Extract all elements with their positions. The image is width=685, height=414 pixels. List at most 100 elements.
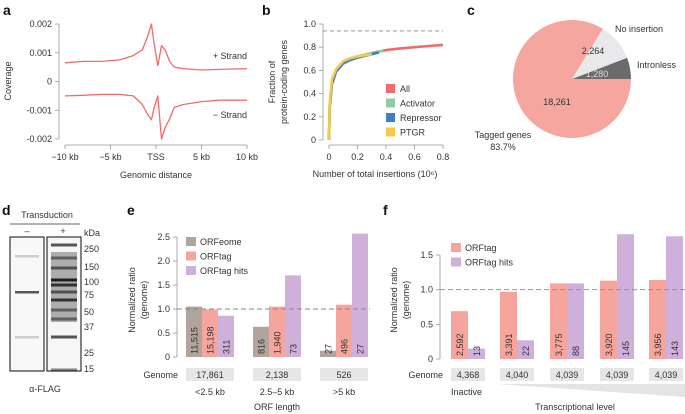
line-ptgr <box>327 52 373 141</box>
legend-label: ORFtag <box>200 252 232 262</box>
panel-label-e: e <box>127 202 135 218</box>
legend-label: Activator <box>400 99 435 109</box>
band <box>51 266 77 270</box>
bar-orftag <box>500 291 517 359</box>
bar-orftag <box>600 280 617 359</box>
band <box>51 317 77 321</box>
marker-label: 250 <box>84 244 99 254</box>
blot-header: Transduction <box>21 210 73 220</box>
bar-count-label: 27 <box>356 344 366 354</box>
y-tick-label: 0.5 <box>420 319 433 329</box>
slice-value-no-insertion: 2,264 <box>582 46 605 56</box>
legend-label: ORFtag hits <box>465 258 514 268</box>
genome-count: 4,368 <box>457 370 480 380</box>
x-tick-label: 0 <box>326 152 331 162</box>
legend-swatch <box>186 251 196 261</box>
pie-slice-no-insertion <box>572 28 628 79</box>
bar-count-label: 3,920 <box>604 333 614 356</box>
y-tick-label: 0.6 <box>303 65 316 75</box>
panel-b-saturation-chart: 0 0.2 0.4 0.6 0.8 1.0 0 0.2 0.4 0.6 0.8 All Activato… <box>267 19 449 179</box>
slice-value-tagged: 18,261 <box>543 97 571 107</box>
y-axis-title-line2: protein-coding genes <box>279 39 289 124</box>
bar-count-label: 15,198 <box>206 326 216 354</box>
panel-c-pie-chart: 1,280 2,264 18,261 No insertion Intronless Ta… <box>475 19 677 152</box>
y-tick-label: 0.001 <box>29 48 52 58</box>
y-tick-label: 0 <box>47 77 52 87</box>
line-plus-strand <box>64 23 248 71</box>
bar-orftag-hits <box>666 236 683 359</box>
bar-orftag-hits <box>617 234 634 359</box>
x-tick-label: 0.2 <box>351 152 364 162</box>
x-tick-label: 0.4 <box>380 152 393 162</box>
bar-count-label: 143 <box>670 341 680 356</box>
y-tick-label: 1.0 <box>157 304 170 314</box>
genome-count-box <box>649 368 683 381</box>
legend-label: All <box>400 84 410 94</box>
panel-label-f: f <box>383 202 388 218</box>
genome-count-box <box>186 368 234 381</box>
y-tick-label: 0.5 <box>157 328 170 338</box>
marker-label: 100 <box>84 277 99 287</box>
transcriptional-level-wedge <box>497 384 685 397</box>
x-tick-label: −10 kb <box>51 152 78 162</box>
bar-count-label: 816 <box>257 339 267 354</box>
bar-orftag-hits <box>285 275 301 357</box>
line-minus-strand <box>64 93 247 140</box>
bar-count-label: 145 <box>621 341 631 356</box>
y-tick-label: 1.5 <box>420 250 433 260</box>
y-axis-title-line1: Normalized ratio <box>389 267 399 333</box>
line-activator <box>327 49 384 141</box>
y-tick-label: 0 <box>165 352 170 362</box>
category-label: >5 kb <box>333 387 355 397</box>
slice-name-intronless: Intronless <box>637 60 677 70</box>
band <box>15 291 39 294</box>
legend-label: ORFtag hits <box>200 266 249 276</box>
pie-slice-intronless <box>572 57 631 79</box>
y-tick-label: 0.4 <box>303 89 316 99</box>
category-label: Inactive <box>451 387 482 397</box>
antibody-label: α-FLAG <box>29 384 61 394</box>
legend-swatch <box>186 237 196 246</box>
panel-d-western-blot: Transduction – + kDa 250 150 100 75 50 37 25 15 α-FL… <box>9 210 100 394</box>
bar-orfeome <box>253 326 269 357</box>
bar-count-label: 1,940 <box>273 331 283 354</box>
genome-count-box <box>500 368 534 381</box>
bar-count-label: 496 <box>340 339 350 354</box>
bar-orftag <box>649 279 666 359</box>
y-tick-label: 2.5 <box>157 232 170 242</box>
bar-orftag <box>202 309 218 357</box>
x-tick-label: 5 kb <box>193 152 210 162</box>
panel-a-coverage-chart: 0.002 0.001 0 -0.001 -0.002 −10 kb −5 kb TSS 5 k… <box>3 19 258 180</box>
band <box>51 243 77 247</box>
bar-orftag <box>269 306 285 357</box>
slice-value-intronless: 1,280 <box>586 69 609 79</box>
line-repressor <box>327 51 380 141</box>
y-tick-label: 0 <box>311 135 316 145</box>
marker-label: 150 <box>84 262 99 272</box>
marker-label: 50 <box>84 307 94 317</box>
y-tick-label: 0.002 <box>29 19 52 29</box>
x-axis-title: Transcriptional level <box>535 402 615 412</box>
panel-label-d: d <box>2 202 11 218</box>
bar-orftag <box>550 283 567 359</box>
bar-orftag-hits <box>567 283 584 359</box>
pie-slice-tagged-genes <box>512 19 631 138</box>
legend-swatch <box>186 266 196 275</box>
y-tick-label: -0.002 <box>26 134 52 144</box>
category-label: 2.5–5 kb <box>260 387 295 397</box>
legend-swatch <box>451 257 461 267</box>
legend-swatch <box>451 243 461 252</box>
genome-count: 4,040 <box>506 370 529 380</box>
slice-name-no-insertion: No insertion <box>615 24 663 34</box>
band <box>51 298 77 302</box>
bar-orftag <box>451 311 468 359</box>
bar-count-label: 3,391 <box>504 333 514 356</box>
genome-count-box <box>253 368 301 381</box>
genome-row-label: Genome <box>143 370 178 380</box>
y-tick-label: 1.0 <box>420 285 433 295</box>
y-tick-label: 2.0 <box>157 256 170 266</box>
y-axis-title-line1: Fraction of <box>267 60 277 103</box>
genome-count: 17,861 <box>196 370 224 380</box>
band <box>51 335 77 339</box>
